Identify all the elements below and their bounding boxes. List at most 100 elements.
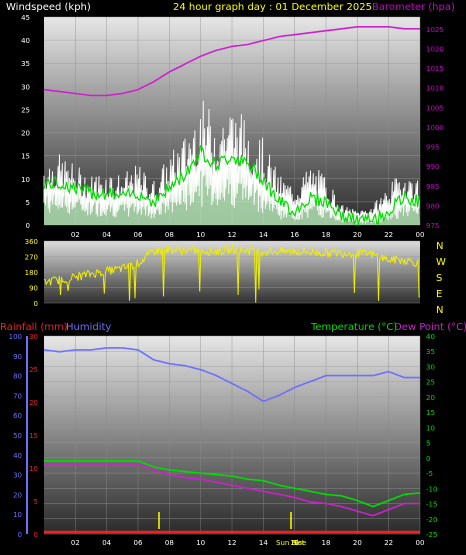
temperature-tick--5: -5	[426, 470, 433, 478]
humidity-tick-30: 30	[13, 472, 22, 480]
temp-xtick-08: 08	[165, 539, 174, 547]
barometer-tick-995: 995	[426, 144, 439, 152]
humidity-tick-10: 10	[13, 511, 22, 519]
series-humidity-line	[43, 347, 420, 403]
barometer-tick-1025: 1025	[426, 26, 444, 34]
temp-xtick-04: 04	[102, 539, 111, 547]
temp-xtick-06: 06	[134, 539, 143, 547]
series-windspeed-line	[43, 100, 420, 224]
humidity-tick-50: 50	[13, 432, 22, 440]
temperature-tick--20: -20	[426, 516, 437, 524]
humidity-tick-70: 70	[13, 392, 22, 400]
barometer-axis-title: Barometer (hpa)	[372, 2, 455, 13]
temp-xtick-12: 12	[228, 539, 237, 547]
chart-marks	[43, 26, 421, 534]
temperature-tick-15: 15	[426, 409, 435, 417]
rain-tick-20: 20	[29, 399, 38, 407]
temp-xtick-02: 02	[71, 539, 80, 547]
temp-xtick-00: 00	[416, 539, 425, 547]
humidity-tick-0: 0	[18, 531, 22, 539]
series-temperature-line	[44, 460, 421, 508]
tick-labels: 0510152025303540459759809859909951000100…	[9, 14, 444, 547]
temp-xtick-18: 18	[322, 539, 331, 547]
temperature-tick--10: -10	[426, 485, 437, 493]
barometer-tick-975: 975	[426, 222, 439, 230]
sunrise-label: Sun Rise	[276, 539, 306, 547]
chart-title: 24 hour graph day : 01 December 2025	[173, 2, 372, 13]
rain-tick-15: 15	[29, 432, 38, 440]
series-barometer-line	[43, 26, 420, 97]
temperature-tick-20: 20	[426, 394, 435, 402]
wind-xtick-10: 10	[196, 231, 205, 239]
windspeed-tick-45: 45	[21, 14, 30, 22]
temp-xtick-16: 16	[290, 539, 299, 547]
barometer-tick-1015: 1015	[426, 65, 444, 73]
windspeed-tick-15: 15	[21, 153, 30, 161]
direction-tick-270: 270	[25, 254, 38, 262]
temp-xtick-20: 20	[353, 539, 362, 547]
rain-tick-30: 30	[29, 333, 38, 341]
windspeed-tick-30: 30	[21, 83, 30, 91]
wind-xtick-04: 04	[102, 231, 111, 239]
windspeed-tick-40: 40	[21, 37, 30, 45]
wind-xtick-02: 02	[71, 231, 80, 239]
compass-label-n-bottom: N	[436, 305, 443, 316]
humidity-tick-60: 60	[13, 412, 22, 420]
temperature-tick-35: 35	[426, 348, 435, 356]
rain-tick-0: 0	[34, 531, 38, 539]
sunset-label: Set	[293, 539, 305, 547]
windspeed-tick-25: 25	[21, 106, 30, 114]
barometer-tick-985: 985	[426, 183, 439, 191]
temperature-tick-5: 5	[426, 440, 430, 448]
windspeed-tick-20: 20	[21, 130, 30, 138]
direction-panel-grid	[44, 240, 420, 304]
temp-xtick-14: 14	[259, 539, 268, 547]
direction-tick-0: 0	[34, 300, 38, 308]
compass-label-w: W	[436, 257, 446, 268]
barometer-tick-1000: 1000	[426, 124, 444, 132]
humidity-axis-title: Humidity	[66, 322, 111, 333]
temp-xtick-10: 10	[196, 539, 205, 547]
temperature-panel-grid	[26, 335, 421, 535]
rain-tick-5: 5	[34, 498, 38, 506]
temperature-tick-25: 25	[426, 379, 435, 387]
rain-tick-25: 25	[29, 366, 38, 374]
humidity-tick-20: 20	[13, 491, 22, 499]
series-dew-point-line	[44, 463, 420, 517]
series-wind-average-line	[43, 144, 420, 226]
barometer-tick-990: 990	[426, 163, 439, 171]
series-wind-direction-line	[43, 243, 420, 303]
dewpoint-axis-title: Dew Point (°C)	[394, 322, 466, 333]
windspeed-axis-title: Windspeed (kph)	[6, 2, 91, 13]
rainfall-axis-title: Rainfall (mm)	[0, 322, 68, 333]
wind-xtick-16: 16	[290, 231, 299, 239]
temperature-tick-10: 10	[426, 424, 435, 432]
temperature-tick--25: -25	[426, 531, 437, 539]
wind-xtick-14: 14	[259, 231, 268, 239]
wind-xtick-22: 22	[384, 231, 393, 239]
wind-xtick-12: 12	[228, 231, 237, 239]
wind-xtick-00: 00	[416, 231, 425, 239]
temperature-axis-title: Temperature (°C)	[310, 322, 397, 333]
barometer-tick-1010: 1010	[426, 85, 444, 93]
temperature-tick-0: 0	[426, 455, 430, 463]
temperature-tick--15: -15	[426, 501, 437, 509]
windspeed-tick-10: 10	[21, 176, 30, 184]
direction-tick-90: 90	[29, 285, 38, 293]
wind-xtick-20: 20	[353, 231, 362, 239]
wind-xtick-08: 08	[165, 231, 174, 239]
compass-label-e: E	[436, 289, 442, 300]
humidity-tick-80: 80	[13, 373, 22, 381]
wind-xtick-18: 18	[322, 231, 331, 239]
direction-tick-180: 180	[25, 269, 38, 277]
windspeed-tick-0: 0	[26, 222, 30, 230]
humidity-tick-40: 40	[13, 452, 22, 460]
temp-xtick-22: 22	[384, 539, 393, 547]
wind-xtick-06: 06	[134, 231, 143, 239]
humidity-tick-100: 100	[9, 333, 22, 341]
direction-tick-360: 360	[25, 238, 38, 246]
temperature-tick-40: 40	[426, 333, 435, 341]
humidity-tick-90: 90	[13, 353, 22, 361]
compass-label-s: S	[436, 273, 442, 284]
